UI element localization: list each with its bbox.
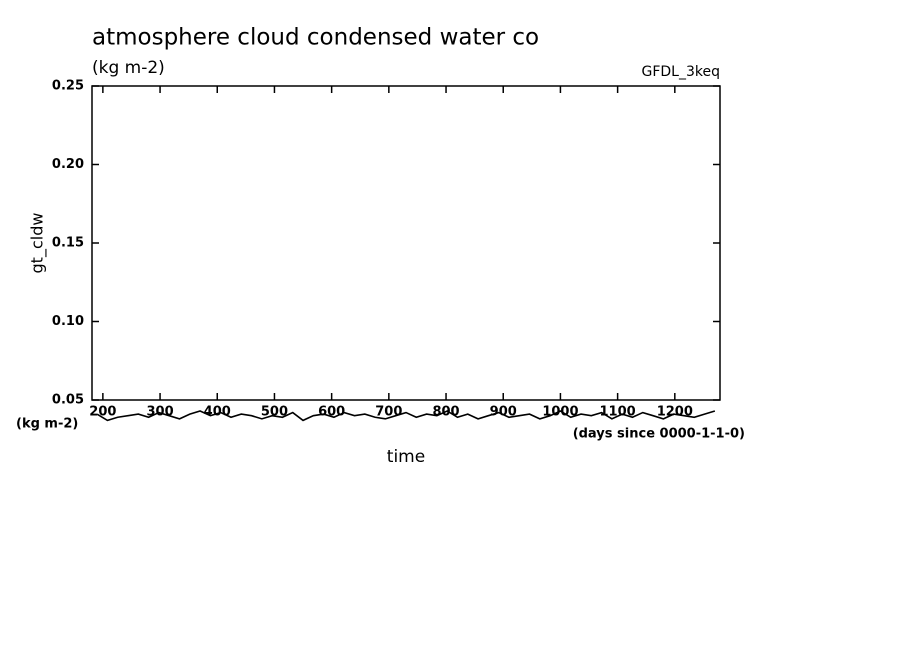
x-tick-label: 1200 <box>657 405 693 420</box>
y-tick-label: 0.10 <box>52 314 84 329</box>
data-line <box>96 410 716 422</box>
y-tick-label: 0.15 <box>52 236 84 251</box>
x-tick-label: 500 <box>261 405 288 420</box>
x-unit: (days since 0000-1-1-0) <box>573 427 745 442</box>
y-unit: (kg m-2) <box>16 417 78 432</box>
y-axis-label: gt_cldw <box>28 213 48 274</box>
y-tick-label: 0.20 <box>52 157 84 172</box>
x-axis-label: time <box>387 447 425 467</box>
y-tick-label: 0.25 <box>52 79 84 94</box>
x-tick-label: 200 <box>89 405 116 420</box>
subtitle: (kg m-2) <box>92 58 165 78</box>
chart-title: atmosphere cloud condensed water co <box>92 25 539 51</box>
x-tick-label: 900 <box>490 405 517 420</box>
y-tick-label: 0.05 <box>52 393 84 408</box>
x-tick-label: 400 <box>204 405 231 420</box>
annotation: GFDL_3keq <box>642 64 721 80</box>
